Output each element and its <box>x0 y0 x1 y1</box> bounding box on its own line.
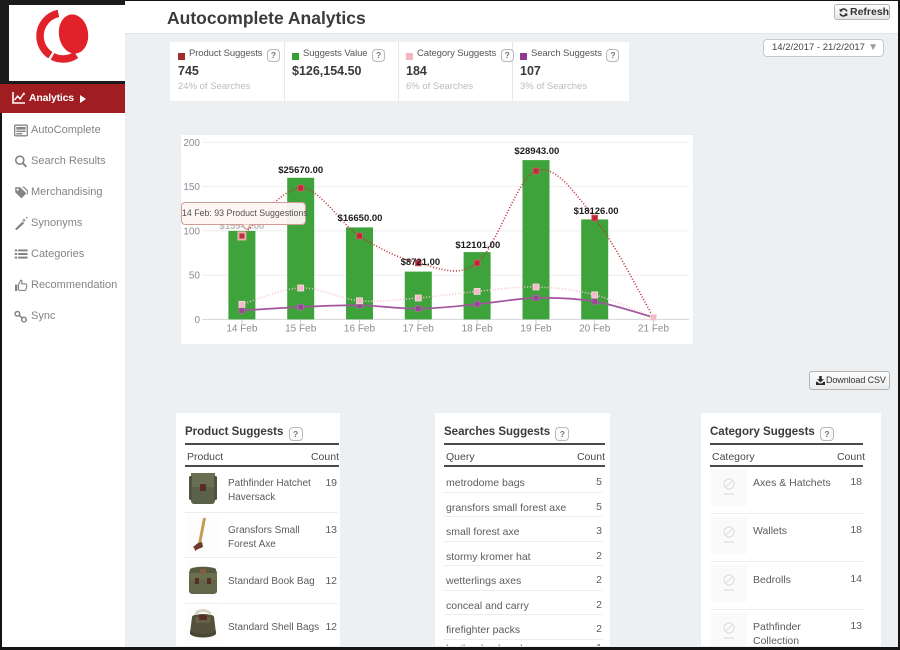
svg-text:14 Feb: 14 Feb <box>226 324 258 335</box>
svg-text:17 Feb: 17 Feb <box>403 324 435 335</box>
svg-text:100: 100 <box>183 226 200 237</box>
svg-text:50: 50 <box>189 271 201 282</box>
svg-text:21 Feb: 21 Feb <box>638 324 670 335</box>
svg-text:15 Feb: 15 Feb <box>285 324 317 335</box>
svg-text:150: 150 <box>183 182 200 193</box>
svg-text:20 Feb: 20 Feb <box>579 324 611 335</box>
svg-text:0: 0 <box>194 315 200 326</box>
svg-text:18 Feb: 18 Feb <box>462 324 494 335</box>
svg-text:200: 200 <box>183 138 200 149</box>
svg-text:19 Feb: 19 Feb <box>520 324 552 335</box>
svg-text:16 Feb: 16 Feb <box>344 324 376 335</box>
